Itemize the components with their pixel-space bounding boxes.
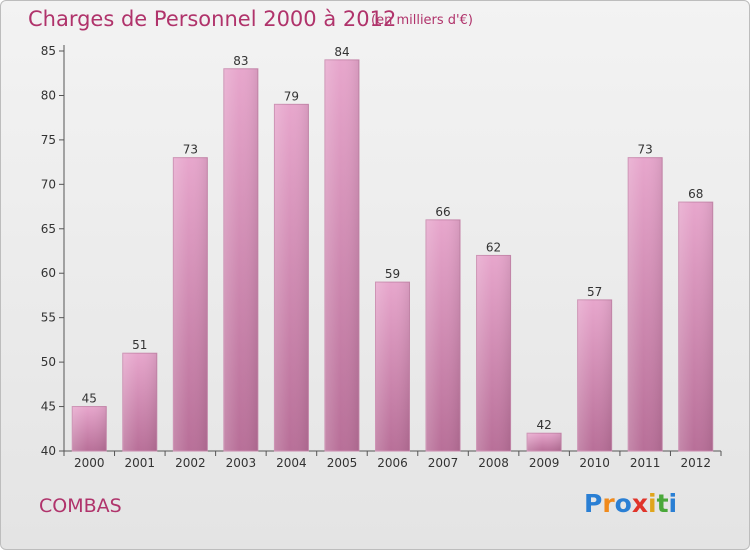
- logo-letter: o: [614, 489, 632, 518]
- logo-letter: r: [602, 489, 615, 518]
- y-tick-label: 45: [41, 400, 56, 414]
- bar-shine: [173, 157, 208, 451]
- commune-name: COMBAS: [39, 495, 122, 517]
- y-tick-label: 75: [41, 133, 56, 147]
- logo-letter: t: [656, 489, 669, 518]
- bar-shine: [426, 219, 461, 451]
- y-axis: 40 45 50 55 60 65 70 75 80 85: [41, 44, 65, 458]
- y-tick-label: 80: [41, 88, 56, 102]
- y-tick-label: 85: [41, 44, 56, 58]
- x-tick-label: 2011: [630, 456, 661, 470]
- bar-shine: [223, 68, 258, 452]
- data-label: 57: [587, 285, 602, 299]
- x-tick-label: 2009: [529, 456, 560, 470]
- bar-shine: [72, 406, 107, 451]
- x-tick-label: 2006: [377, 456, 408, 470]
- data-labels: 45 51 73 83 79 84 59 66 62 42 57 73 68: [82, 45, 704, 432]
- data-label: 83: [233, 54, 248, 68]
- data-label: 73: [183, 143, 198, 157]
- bars: [71, 59, 714, 452]
- data-label: 51: [132, 338, 147, 352]
- data-label: 42: [536, 418, 551, 432]
- x-tick-label: 2001: [125, 456, 156, 470]
- x-tick-label: 2008: [478, 456, 509, 470]
- x-tick-label: 2002: [175, 456, 206, 470]
- bar-shine: [274, 104, 309, 451]
- chart-subtitle: (en milliers d'€): [371, 13, 473, 28]
- bar-shine: [577, 299, 612, 451]
- x-axis: 2000 2001 2002 2003 2004 2005 2006 2007 2008 2009…: [63, 450, 722, 470]
- y-tick-label: 65: [41, 222, 56, 236]
- bar-shine: [324, 59, 359, 452]
- data-label: 59: [385, 267, 400, 281]
- x-tick-label: 2005: [327, 456, 358, 470]
- data-label: 79: [284, 89, 299, 103]
- y-tick-label: 50: [41, 355, 56, 369]
- bar-shine: [375, 282, 410, 451]
- bar-shine: [628, 157, 663, 451]
- x-tick-label: 2010: [579, 456, 610, 470]
- x-tick-label: 2004: [276, 456, 307, 470]
- y-tick-label: 40: [41, 444, 56, 458]
- x-tick-label: 2007: [428, 456, 459, 470]
- data-label: 84: [334, 45, 349, 59]
- logo-letter: i: [668, 489, 678, 518]
- logo-letter: i: [648, 489, 657, 518]
- bar-shine: [476, 255, 511, 451]
- x-tick-label: 2003: [226, 456, 257, 470]
- data-label: 45: [82, 392, 97, 406]
- data-label: 68: [688, 187, 703, 201]
- logo-letter: P: [584, 489, 603, 518]
- data-label: 62: [486, 240, 501, 254]
- data-label: 66: [435, 205, 450, 219]
- bar-shine: [678, 202, 713, 451]
- proxiti-logo[interactable]: Proxiti: [584, 489, 677, 518]
- y-tick-label: 70: [41, 177, 56, 191]
- chart-title: Charges de Personnel 2000 à 2012: [28, 7, 397, 31]
- logo-letter: x: [631, 489, 648, 518]
- x-tick-label: 2000: [74, 456, 105, 470]
- bar-shine: [527, 433, 562, 451]
- data-label: 73: [638, 143, 653, 157]
- y-tick-label: 60: [41, 266, 56, 280]
- x-tick-label: 2012: [680, 456, 711, 470]
- y-tick-label: 55: [41, 311, 56, 325]
- bar-shine: [122, 353, 157, 451]
